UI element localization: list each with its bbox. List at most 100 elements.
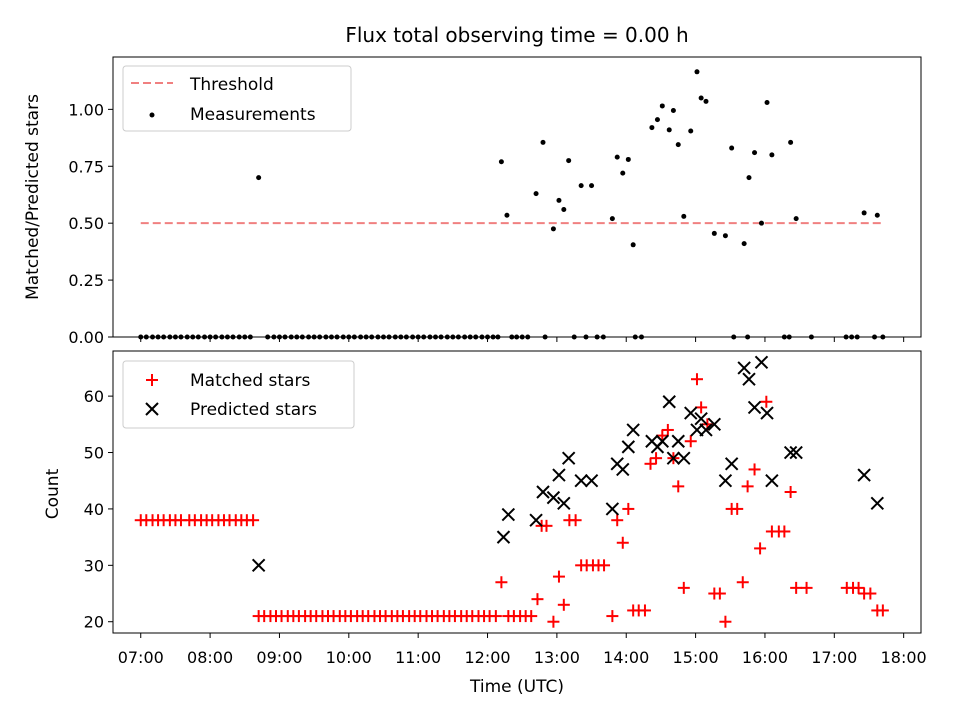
matched-star-point: [760, 395, 773, 408]
measurement-point: [681, 213, 687, 219]
measurement-point: [533, 191, 539, 197]
top-plot-frame: [112, 56, 922, 338]
measurement-point: [566, 158, 572, 164]
measurement-point: [769, 152, 775, 158]
legend-threshold-label: Threshold: [189, 75, 274, 95]
x-axis-label: Time (UTC): [469, 677, 564, 697]
measurement-point: [698, 95, 704, 101]
matched-star-point: [800, 581, 813, 594]
predicted-star-point: [718, 474, 733, 488]
measurement-points: [138, 69, 886, 340]
predicted-star-point: [737, 361, 751, 375]
top-y-tick-label: 0.50: [68, 214, 104, 233]
bottom-y-axis-label: Count: [43, 468, 63, 519]
matched-star-point: [557, 598, 570, 611]
measurement-point: [752, 150, 758, 156]
bottom-x-tick-label: 08:00: [187, 648, 233, 667]
predicted-star-point: [707, 417, 722, 432]
measurement-point: [874, 212, 880, 218]
legend-measurements-swatch: [149, 112, 155, 118]
matched-star-point: [525, 610, 538, 623]
measurement-point: [666, 127, 672, 133]
matched-star-point: [644, 457, 657, 470]
predicted-star-point: [666, 451, 681, 465]
matched-star-point: [606, 610, 619, 623]
matched-star-point: [684, 435, 697, 448]
measurement-point: [793, 216, 799, 222]
matched-star-point: [731, 502, 744, 515]
measurement-point: [703, 98, 709, 104]
bottom-x-tick-label: 09:00: [256, 648, 302, 667]
predicted-star-point: [496, 530, 511, 544]
top-y-tick-label: 0.75: [68, 157, 104, 176]
matched-star-point: [661, 423, 674, 436]
bottom-x-tick-label: 16:00: [742, 648, 788, 667]
measurement-point: [694, 69, 700, 75]
measurement-point: [722, 233, 728, 239]
measurement-point: [625, 156, 631, 162]
measurement-point: [578, 183, 584, 189]
top-y-ticks: 0.00 0.25 0.50 0.75 1.00: [68, 100, 113, 347]
measurement-point: [670, 107, 676, 113]
matched-star-point: [690, 373, 703, 386]
bottom-x-tick-label: 18:00: [881, 648, 927, 667]
predicted-star-point: [655, 434, 670, 448]
predicted-star-point: [584, 474, 599, 488]
matched-star-point: [656, 429, 669, 442]
predicted-star-point: [529, 513, 543, 527]
measurement-point: [614, 154, 620, 160]
predicted-star-point: [621, 440, 636, 454]
matched-star-point: [489, 610, 502, 623]
predicted-star-point: [747, 400, 762, 415]
matched-star-point: [495, 576, 508, 589]
measurement-point: [861, 210, 867, 216]
legend-measurements-label: Measurements: [190, 105, 316, 125]
top-legend-box: [122, 65, 352, 132]
measurement-point: [764, 100, 770, 106]
matched-star-point: [778, 525, 791, 538]
bottom-x-tick-label: 17:00: [811, 648, 857, 667]
predicted-star-point: [760, 406, 774, 420]
measurement-point: [540, 139, 546, 145]
chart-title: Flux total observing time = 0.00 h: [345, 23, 688, 47]
predicted-star-point: [684, 406, 698, 420]
matched-star-point: [741, 480, 754, 493]
measurement-point: [758, 220, 764, 226]
top-panel: 0.00 0.25 0.50 0.75 1.00 Matched/Predicted s…: [23, 56, 922, 347]
matched-star-point: [719, 615, 732, 628]
matched-star-point: [638, 604, 651, 617]
matched-star-point: [247, 514, 260, 527]
bottom-y-tick-label: 20: [84, 613, 104, 632]
matched-star-point: [650, 452, 663, 465]
predicted-star-point: [501, 507, 516, 522]
top-y-tick-label: 1.00: [68, 100, 104, 119]
bottom-plot-frame: [112, 350, 922, 634]
predicted-star-point: [789, 445, 803, 460]
bottom-y-tick-label: 30: [84, 556, 104, 575]
matched-star-point: [598, 559, 611, 572]
bottom-x-ticks: 07:00 08:00 09:00 10:00 11:00 12:00 13:00 14:00…: [118, 633, 927, 667]
predicted-star-point: [765, 474, 779, 488]
bottom-y-tick-label: 60: [84, 387, 104, 406]
predicted-star-point: [605, 502, 620, 516]
bottom-y-ticks: 20 30 40 50 60: [84, 387, 113, 632]
predicted-star-point: [724, 457, 739, 471]
measurement-point: [556, 197, 562, 203]
predicted-star-point: [754, 355, 769, 369]
matched-star-point: [713, 587, 726, 600]
legend-matched-swatch: [146, 374, 158, 386]
top-y-tick-label: 0.00: [68, 328, 104, 347]
predicted-star-point: [671, 434, 685, 448]
predicted-star-point: [574, 474, 588, 488]
legend-predicted-swatch: [145, 402, 159, 416]
matched-star-point: [790, 581, 803, 594]
measurement-point: [630, 242, 636, 248]
bottom-x-tick-label: 11:00: [395, 648, 441, 667]
matched-star-point: [616, 536, 629, 549]
matched-star-point: [695, 401, 708, 414]
measurement-point: [649, 125, 655, 131]
top-y-axis-label: Matched/Predicted stars: [23, 94, 43, 300]
matched-star-point: [611, 514, 624, 527]
matched-star-point: [622, 502, 635, 515]
matched-star-point: [552, 570, 565, 583]
